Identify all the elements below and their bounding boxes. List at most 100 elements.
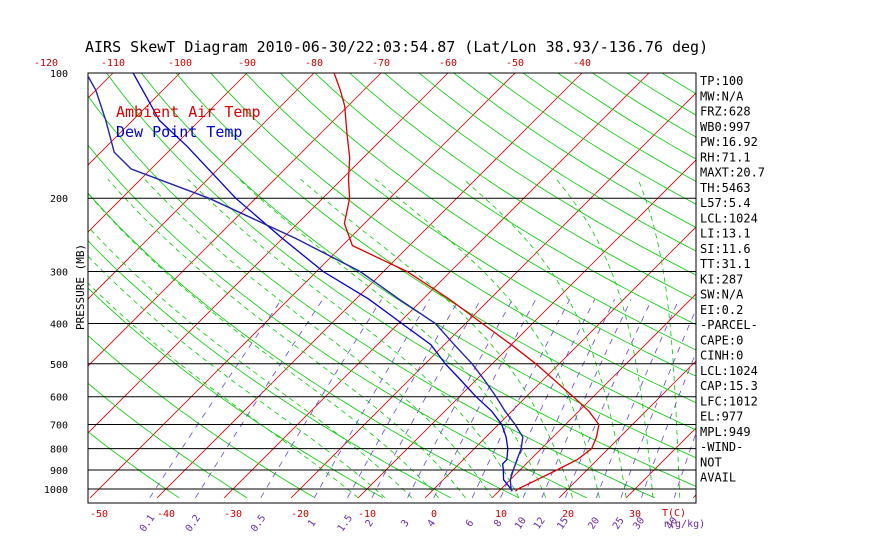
mixing-ratio-line <box>564 299 653 498</box>
index-label: EL:977 <box>700 410 743 424</box>
index-label: KI:287 <box>700 272 743 286</box>
index-label: L57:5.4 <box>700 196 751 210</box>
dry-adiabat-line <box>88 240 452 499</box>
mixing-ratio-tick-label: 4 <box>426 518 438 529</box>
index-label: LFC:1012 <box>700 394 758 408</box>
mixing-ratio-tick-label: 2 <box>364 518 376 529</box>
index-label: LCL:1024 <box>700 364 758 378</box>
isotherm-line <box>88 73 248 233</box>
index-label: CINH:0 <box>700 349 743 363</box>
series-line-1 <box>333 73 600 492</box>
isotherm-line <box>88 73 315 300</box>
bottom-temp-tick-label: 0 <box>431 509 437 520</box>
chart-title: AIRS SkewT Diagram 2010-06-30/22:03:54.8… <box>85 38 708 56</box>
top-temp-tick-label: -90 <box>238 58 256 69</box>
y-axis-label: PRESSURE (MB) <box>74 244 87 330</box>
bottom-temp-tick-label: 10 <box>495 509 507 520</box>
mixing-ratio-line <box>620 308 696 498</box>
bottom-temp-tick-label: -30 <box>224 509 242 520</box>
dry-adiabat-line <box>88 192 519 499</box>
index-label: PW:16.92 <box>700 135 758 149</box>
index-label: SW:N/A <box>700 288 744 302</box>
moist-adiabat-line <box>88 192 439 499</box>
dry-adiabat-line <box>384 73 696 276</box>
top-temp-tick-label: -110 <box>101 58 125 69</box>
pressure-tick-label: 800 <box>50 445 68 456</box>
mixing-ratio-line <box>522 299 615 498</box>
moist-adiabat-line <box>88 226 413 499</box>
dry-adiabat-line <box>140 73 696 459</box>
mixing-ratio-line <box>500 299 596 498</box>
dry-adiabat-line <box>88 287 384 499</box>
pressure-tick-label: 900 <box>50 466 68 477</box>
bottom-temp-tick-label: -10 <box>358 509 376 520</box>
index-label: TT:31.1 <box>700 257 751 271</box>
moist-adiabat-line <box>374 178 600 498</box>
dry-adiabat-line <box>88 334 316 499</box>
moist-adiabat-line <box>300 178 573 498</box>
index-label: WB0:997 <box>700 120 751 134</box>
dry-adiabat-line <box>106 73 696 487</box>
bottom-temp-tick-label: 20 <box>562 509 574 520</box>
pressure-tick-label: 700 <box>50 421 68 432</box>
pressure-tick-label: 600 <box>50 393 68 404</box>
top-temp-tick-label: -70 <box>372 58 390 69</box>
mixing-ratio-tick-label: 1 <box>306 518 318 529</box>
mixing-ratio-line <box>347 299 460 498</box>
index-label: NOT <box>700 455 722 469</box>
series-line-2 <box>132 73 513 492</box>
dry-adiabat-line <box>349 73 696 301</box>
dry-adiabat-line <box>418 73 696 252</box>
dry-adiabat-line <box>314 73 696 326</box>
mixing-ratio-line <box>595 299 680 498</box>
bottom-temp-tick-label: 30 <box>629 509 641 520</box>
moist-adiabat-line <box>88 255 386 499</box>
top-temp-tick-label: -80 <box>305 58 323 69</box>
isotherm-line <box>558 360 696 499</box>
bottom-temp-tick-label: -40 <box>157 509 175 520</box>
moist-adiabat-line <box>144 178 493 499</box>
mixing-ratio-unit: r(g/kg) <box>663 519 705 530</box>
index-label: CAPE:0 <box>700 333 743 347</box>
index-label: MW:N/A <box>700 89 744 103</box>
index-label: AVAIL <box>700 471 736 485</box>
mixing-ratio-line <box>541 299 632 498</box>
bottom-temp-tick-label: -50 <box>90 509 108 520</box>
top-temp-tick-label: -100 <box>168 58 192 69</box>
index-label: MPL:949 <box>700 425 751 439</box>
top-temp-tick-label: -40 <box>573 58 591 69</box>
plot-frame <box>87 72 697 504</box>
isotherm-line <box>491 293 696 499</box>
index-label: EI:0.2 <box>700 303 743 317</box>
top-temp-tick-label: -120 <box>34 58 58 69</box>
dry-adiabat-line <box>88 382 248 499</box>
dry-adiabat-line <box>245 73 696 377</box>
index-label: LI:13.1 <box>700 227 751 241</box>
dry-adiabat-line <box>210 73 696 404</box>
index-label: TP:100 <box>700 74 743 88</box>
legend-air-temp: Ambient Air Temp <box>116 103 261 121</box>
mixing-ratio-tick-label: 6 <box>464 518 476 529</box>
isotherm-line <box>88 73 449 434</box>
dry-adiabat-line <box>88 431 180 499</box>
index-label: CAP:15.3 <box>700 379 758 393</box>
isotherm-line <box>88 73 382 367</box>
isotherm-line <box>89 73 516 499</box>
top-temp-tick-label: -60 <box>439 58 457 69</box>
top-temp-tick-label: -50 <box>506 58 524 69</box>
isotherm-line <box>156 73 583 499</box>
pressure-tick-label: 200 <box>50 194 68 205</box>
series-line-3 <box>88 74 524 492</box>
x-axis-unit: T(C) <box>662 508 686 519</box>
moist-adiabat-line <box>463 178 627 498</box>
pressure-tick-label: 300 <box>50 267 68 278</box>
dry-adiabat-line <box>88 144 587 499</box>
moist-adiabat-line <box>107 178 466 499</box>
isotherm-line <box>88 73 181 166</box>
pressure-tick-label: 100 <box>50 69 68 80</box>
index-label: -PARCEL- <box>700 318 758 332</box>
isotherm-line <box>424 226 696 499</box>
index-label: FRZ:628 <box>700 105 751 119</box>
mixing-ratio-line <box>371 299 482 498</box>
